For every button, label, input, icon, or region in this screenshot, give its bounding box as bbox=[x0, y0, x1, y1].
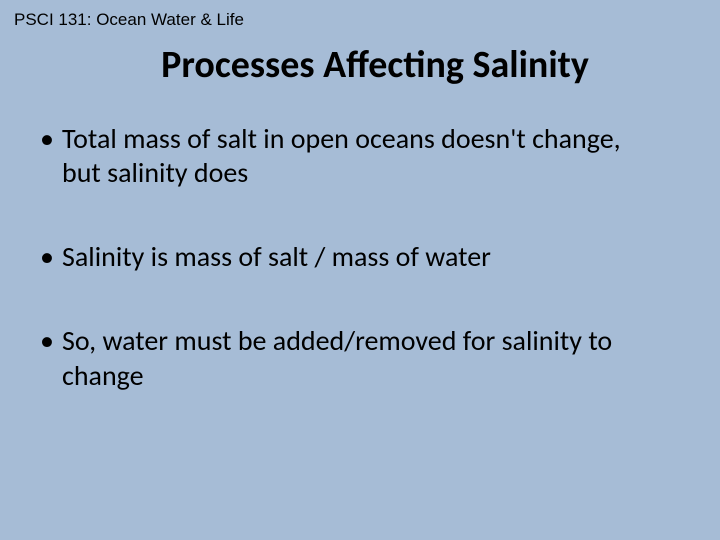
course-label: PSCI 131: Ocean Water & Life bbox=[14, 10, 706, 30]
list-item: So, water must be added/removed for sali… bbox=[62, 324, 660, 392]
slide-title: Processes Affecting Salinity bbox=[0, 42, 720, 88]
header-bar: PSCI 131: Ocean Water & Life bbox=[0, 0, 720, 38]
list-item: Salinity is mass of salt / mass of water bbox=[62, 240, 660, 274]
slide-container: PSCI 131: Ocean Water & Life Processes A… bbox=[0, 0, 720, 393]
list-item: Total mass of salt in open oceans doesn'… bbox=[62, 122, 660, 190]
bullet-list: Total mass of salt in open oceans doesn'… bbox=[0, 122, 720, 393]
